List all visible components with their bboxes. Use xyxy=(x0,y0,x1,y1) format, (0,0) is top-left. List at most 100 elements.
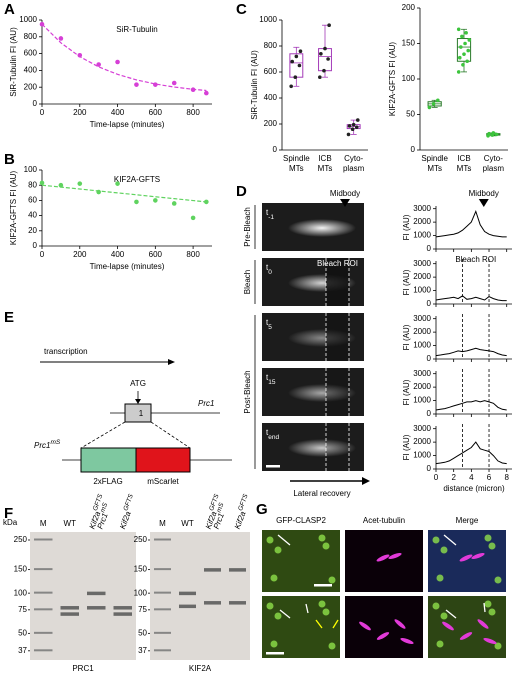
data-point xyxy=(427,105,432,110)
clasp-puncta xyxy=(270,574,278,582)
data-point xyxy=(58,36,64,41)
clasp-puncta xyxy=(270,640,278,648)
microtubule-bundle xyxy=(376,554,390,562)
panel-letter: G xyxy=(256,501,268,518)
y-axis-label: FI (AU) xyxy=(402,434,411,460)
scale-bar xyxy=(266,465,280,468)
gel-band xyxy=(229,601,246,605)
y-tick-label: 40 xyxy=(28,211,37,220)
projection xyxy=(150,421,191,449)
tag-label: mScarlet xyxy=(147,477,179,486)
clasp-puncta xyxy=(488,608,496,616)
data-point xyxy=(115,181,120,186)
base-text: t xyxy=(266,373,269,382)
y-axis-label: FI (AU) xyxy=(402,214,411,240)
gel-band xyxy=(60,612,79,616)
y-tick-label: 100 xyxy=(402,74,416,83)
gel-band xyxy=(154,649,171,652)
micrograph xyxy=(345,596,423,658)
x-tick-label: 800 xyxy=(186,108,200,117)
y-tick-label: 400 xyxy=(264,93,278,102)
phase-label: Post-Bleach xyxy=(243,370,252,413)
gel xyxy=(30,532,136,660)
clasp-puncta xyxy=(328,642,336,650)
data-point xyxy=(355,118,360,122)
clasp-puncta xyxy=(318,534,326,542)
midbody-arrow xyxy=(340,199,350,207)
x-tick-label: Spindle xyxy=(283,154,310,163)
panel-letter: F xyxy=(4,505,13,522)
data-point xyxy=(461,63,465,67)
mscarlet-box xyxy=(135,447,191,473)
column-title: Merge xyxy=(456,516,479,525)
panel-letter: A xyxy=(4,1,15,18)
gel-band xyxy=(34,631,53,634)
x-axis-label: Time-lapse (minutes) xyxy=(90,262,165,271)
y-tick-label: 600 xyxy=(24,49,38,58)
data-point xyxy=(354,125,359,130)
y-tick-label: 2000 xyxy=(413,437,431,446)
microtubule-bundle xyxy=(388,552,402,560)
data-point xyxy=(289,84,293,89)
x-tick-label: 6 xyxy=(487,473,492,482)
data-point xyxy=(293,75,298,79)
x-tick-label: plasm xyxy=(343,164,365,173)
column-title: Acet-tubulin xyxy=(363,516,405,525)
x-tick-label: 4 xyxy=(469,473,474,482)
atg-label: ATG xyxy=(130,379,146,388)
gel-band xyxy=(113,606,132,610)
script: mS xyxy=(50,439,60,446)
micrograph xyxy=(428,530,506,592)
x-tick-label: 200 xyxy=(73,108,87,117)
data-point xyxy=(153,198,158,203)
x-tick-label: ICB xyxy=(457,154,470,163)
time-label: tend xyxy=(266,428,279,441)
time-label: t5 xyxy=(266,318,272,331)
data-point xyxy=(347,124,352,128)
x-tick-label: ICB xyxy=(318,154,331,163)
projection xyxy=(80,421,126,449)
y-tick-label: 150 xyxy=(402,39,416,48)
profile-line xyxy=(435,295,507,302)
y-tick-label: 0 xyxy=(427,299,432,308)
data-point xyxy=(487,131,491,136)
data-point xyxy=(467,38,472,42)
gel-band xyxy=(154,591,171,594)
y-tick-label: 3000 xyxy=(413,314,431,323)
gel-band xyxy=(154,538,171,541)
fit-line xyxy=(41,23,207,92)
phase-label: Pre-Bleach xyxy=(243,207,252,247)
micrograph xyxy=(428,596,506,658)
gel-band xyxy=(229,568,246,572)
x-tick-label: Spindle xyxy=(421,154,448,163)
y-tick-label: 50 xyxy=(406,110,415,119)
clasp-puncta xyxy=(328,576,336,584)
gel-band xyxy=(179,591,196,596)
y-tick-label: 60 xyxy=(28,196,37,205)
allele-label: Prc1mS xyxy=(34,439,61,450)
y-tick-label: 800 xyxy=(264,41,278,50)
microtubule-bundle xyxy=(459,554,473,562)
flag-box xyxy=(80,447,137,473)
gel-band xyxy=(154,631,171,634)
microtubule-bundle xyxy=(394,619,406,629)
kda-label: kDa xyxy=(3,518,18,527)
data-point xyxy=(190,87,196,93)
data-point xyxy=(134,199,139,205)
data-point xyxy=(456,27,461,32)
data-point xyxy=(39,21,45,27)
gel xyxy=(150,532,250,660)
arrow-head xyxy=(168,359,175,365)
data-point xyxy=(464,31,468,35)
microtubule-bundle xyxy=(459,632,473,640)
data-point xyxy=(318,75,322,79)
microtubule-bundle xyxy=(376,632,390,640)
clasp-puncta xyxy=(494,642,502,650)
profile-line xyxy=(435,209,507,238)
y-axis-label: FI (AU) xyxy=(402,324,411,350)
y-tick-label: 1000 xyxy=(413,286,431,295)
y-tick-label: 0 xyxy=(427,464,432,473)
x-tick-label: MTs xyxy=(318,164,333,173)
clasp-puncta xyxy=(494,576,502,584)
profile-line xyxy=(435,347,507,357)
